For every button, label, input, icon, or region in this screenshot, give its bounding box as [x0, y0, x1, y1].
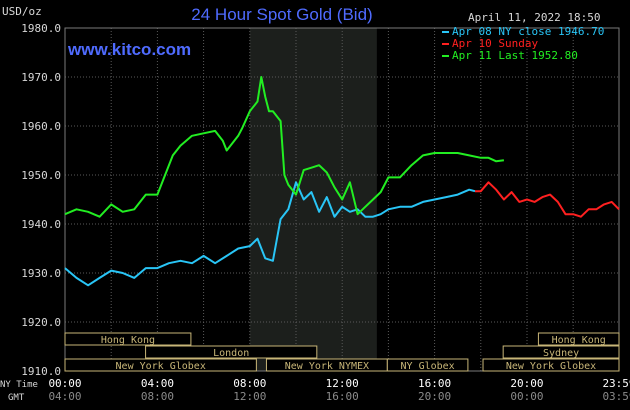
x-tick-label-gmt: 20:00	[418, 390, 451, 403]
x-tick-label-ny: 20:00	[510, 377, 543, 390]
session-box	[64, 332, 192, 346]
x-tick-label-gmt: 00:00	[510, 390, 543, 403]
y-tick-label: 1950.0	[21, 169, 61, 182]
session-label: New York Globex	[116, 361, 206, 372]
y-tick-label: 1940.0	[21, 218, 61, 231]
session-label: Hong Kong	[552, 335, 606, 346]
x-tick-label-gmt: 04:00	[48, 390, 81, 403]
timestamp: April 11, 2022 18:50	[468, 11, 600, 24]
chart-title: 24 Hour Spot Gold (Bid)	[191, 5, 372, 24]
ny-time-label: NY Time	[0, 380, 38, 390]
y-tick-label: 1980.0	[21, 22, 61, 35]
x-tick-label-ny: 04:00	[141, 377, 174, 390]
session-label: New York Globex	[506, 361, 596, 372]
watermark-text: www.kitco.com	[67, 40, 191, 59]
x-tick-label-gmt: 08:00	[141, 390, 174, 403]
session-label: NY Globex	[401, 361, 455, 372]
session-box	[145, 345, 318, 359]
x-tick-label-gmt: 16:00	[326, 390, 359, 403]
x-tick-label-ny: 00:00	[48, 377, 81, 390]
session-label: Sydney	[543, 348, 579, 359]
y-tick-label: 1910.0	[21, 365, 61, 378]
legend-entry: Apr 11 Last 1952.80	[452, 49, 578, 62]
x-tick-label-ny: 16:00	[418, 377, 451, 390]
session-box	[386, 358, 469, 372]
y-tick-label: 1960.0	[21, 120, 61, 133]
gmt-label: GMT	[8, 393, 25, 403]
y-tick-label: 1970.0	[21, 71, 61, 84]
session-box	[64, 358, 257, 372]
x-tick-label-gmt: 12:00	[233, 390, 266, 403]
series-line-0	[64, 181, 476, 287]
session-label: London	[213, 348, 249, 359]
legend-entry: Apr 08 NY close 1946.70	[452, 25, 604, 38]
series-line-2	[64, 76, 505, 218]
x-tick-label-gmt: 03:59	[602, 390, 630, 403]
session-box	[482, 358, 620, 372]
session-label: New York NYMEX	[285, 361, 369, 372]
session-label: Hong Kong	[101, 335, 155, 346]
unit-label: USD/oz	[2, 5, 42, 18]
x-tick-label-ny: 08:00	[233, 377, 266, 390]
session-box	[537, 332, 620, 346]
y-tick-label: 1920.0	[21, 316, 61, 329]
session-box	[502, 345, 620, 359]
series-line-1	[475, 181, 620, 218]
x-tick-label-ny: 12:00	[326, 377, 359, 390]
x-tick-label-ny: 23:59	[602, 377, 630, 390]
y-tick-label: 1930.0	[21, 267, 61, 280]
legend-entry: Apr 10 Sunday	[452, 37, 538, 50]
